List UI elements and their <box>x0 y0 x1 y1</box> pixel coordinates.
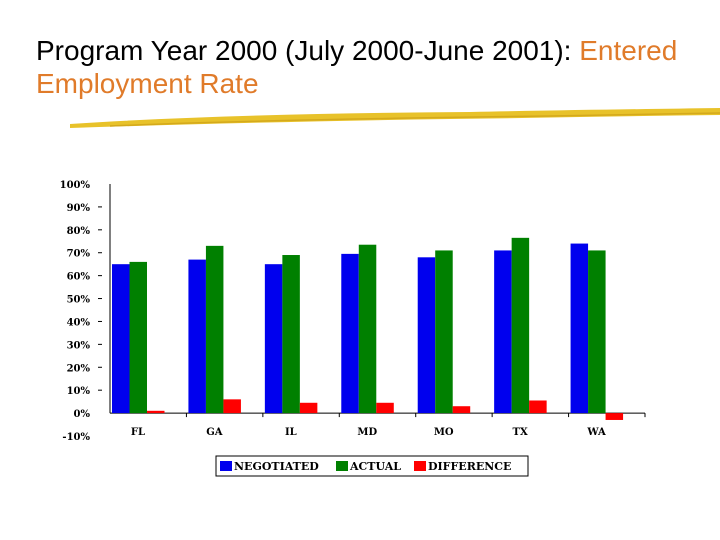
bar-difference-fl <box>147 410 165 414</box>
bar-actual-il <box>282 255 300 414</box>
bar-negotiated-md <box>341 253 359 414</box>
bar-difference-mo <box>452 406 471 414</box>
slide-title: Program Year 2000 (July 2000-June 2001):… <box>36 34 696 100</box>
y-tick-label: 40% <box>67 317 91 328</box>
bar-actual-ga <box>205 245 224 414</box>
bar-actual-wa <box>588 250 606 414</box>
y-tick-label: 60% <box>67 272 91 283</box>
bar-negotiated-tx <box>494 250 512 414</box>
y-tick-label: 10% <box>67 386 91 397</box>
bar-difference-ga <box>223 399 241 414</box>
x-tick-label: FL <box>131 427 145 438</box>
x-tick-label: MO <box>434 427 454 438</box>
bar-difference-wa <box>605 413 624 420</box>
y-tick-label: 30% <box>67 340 91 351</box>
bar-negotiated-ga <box>188 259 206 414</box>
bar-difference-il <box>299 402 318 414</box>
legend-swatch-difference <box>414 461 426 471</box>
title-highlight: Entered Employment Rate <box>36 35 678 99</box>
x-tick-label: WA <box>586 427 606 438</box>
bar-negotiated-fl <box>112 264 130 414</box>
bar-negotiated-mo <box>417 257 436 414</box>
legend-swatch-actual <box>336 461 348 471</box>
bar-actual-tx <box>511 237 530 414</box>
y-tick-label: 50% <box>67 295 91 306</box>
legend-swatch-negotiated <box>220 461 232 471</box>
legend-label-difference: DIFFERENCE <box>428 460 511 473</box>
legend-label-actual: ACTUAL <box>349 460 401 473</box>
y-tick-label: 100% <box>60 180 91 191</box>
bar-negotiated-wa <box>570 243 589 414</box>
bar-actual-fl <box>129 261 147 414</box>
bar-actual-md <box>358 244 377 414</box>
legend-label-negotiated: NEGOTIATED <box>234 460 319 473</box>
x-tick-label: GA <box>206 427 223 438</box>
x-tick-label: TX <box>513 427 528 438</box>
bar-difference-md <box>376 402 394 414</box>
y-tick-label: 80% <box>67 226 91 237</box>
title-main: Program Year 2000 (July 2000-June 2001): <box>36 35 580 66</box>
y-tick-label: -10% <box>62 432 90 443</box>
y-tick-label: 20% <box>67 363 91 374</box>
legend-box <box>215 455 529 477</box>
y-tick-label: 90% <box>67 203 91 214</box>
bar-actual-mo <box>435 250 453 414</box>
x-tick-label: MD <box>357 427 377 438</box>
y-tick-label: 0% <box>74 409 91 420</box>
bar-negotiated-il <box>264 264 283 414</box>
bar-difference-tx <box>529 400 547 414</box>
x-tick-label: IL <box>285 427 297 438</box>
y-tick-label: 70% <box>67 249 91 260</box>
title-underline <box>70 108 720 128</box>
